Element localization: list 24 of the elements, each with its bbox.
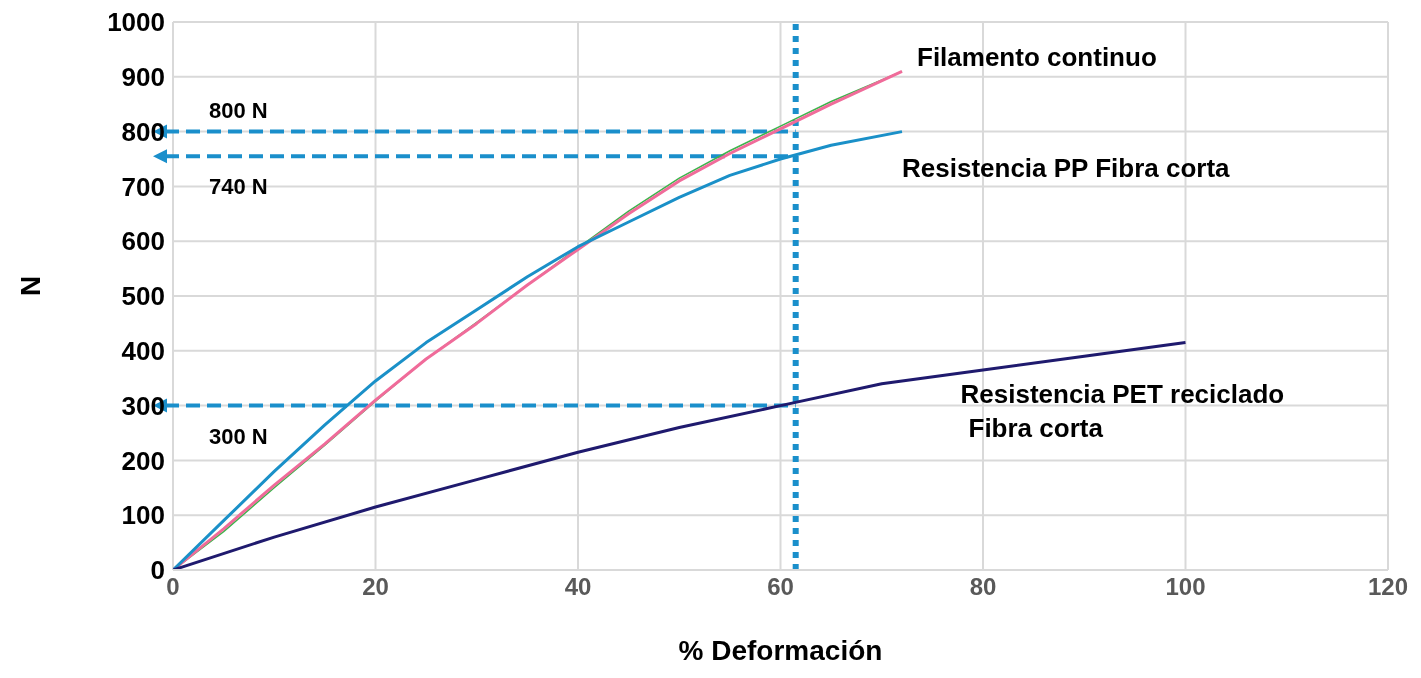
y-tick-label: 900 [121,62,165,93]
x-tick-label: 40 [564,573,592,601]
series-label: Resistencia PP Fibra corta [902,152,1231,183]
series-label: Resistencia PET reciclado Fibra corta [960,378,1285,443]
y-tick-label: 500 [121,281,165,312]
ref-line-label: 800 N [209,97,268,123]
y-tick-label: 200 [121,445,165,476]
y-tick-label: 1000 [107,7,165,38]
y-tick-label: 400 [121,336,165,367]
y-tick-label: 100 [121,500,165,531]
x-axis-title: % Deformación [678,635,883,666]
x-tick-label: 120 [1367,573,1409,601]
y-tick-label: 800 [121,116,165,147]
x-tick-label: 80 [969,573,997,601]
x-tick-label: 60 [767,573,794,601]
x-tick-label: 100 [1165,573,1206,601]
ref-line-label: 300 N [209,423,268,449]
ref-line-label: 740 N [209,174,268,200]
y-axis-title: N [14,275,46,296]
y-tick-label: 600 [121,226,165,257]
y-tick-label: 700 [121,171,165,202]
y-tick-label: 300 [121,390,165,421]
x-tick-label: 20 [362,573,389,601]
series-label: Filamento continuo [917,42,1157,73]
